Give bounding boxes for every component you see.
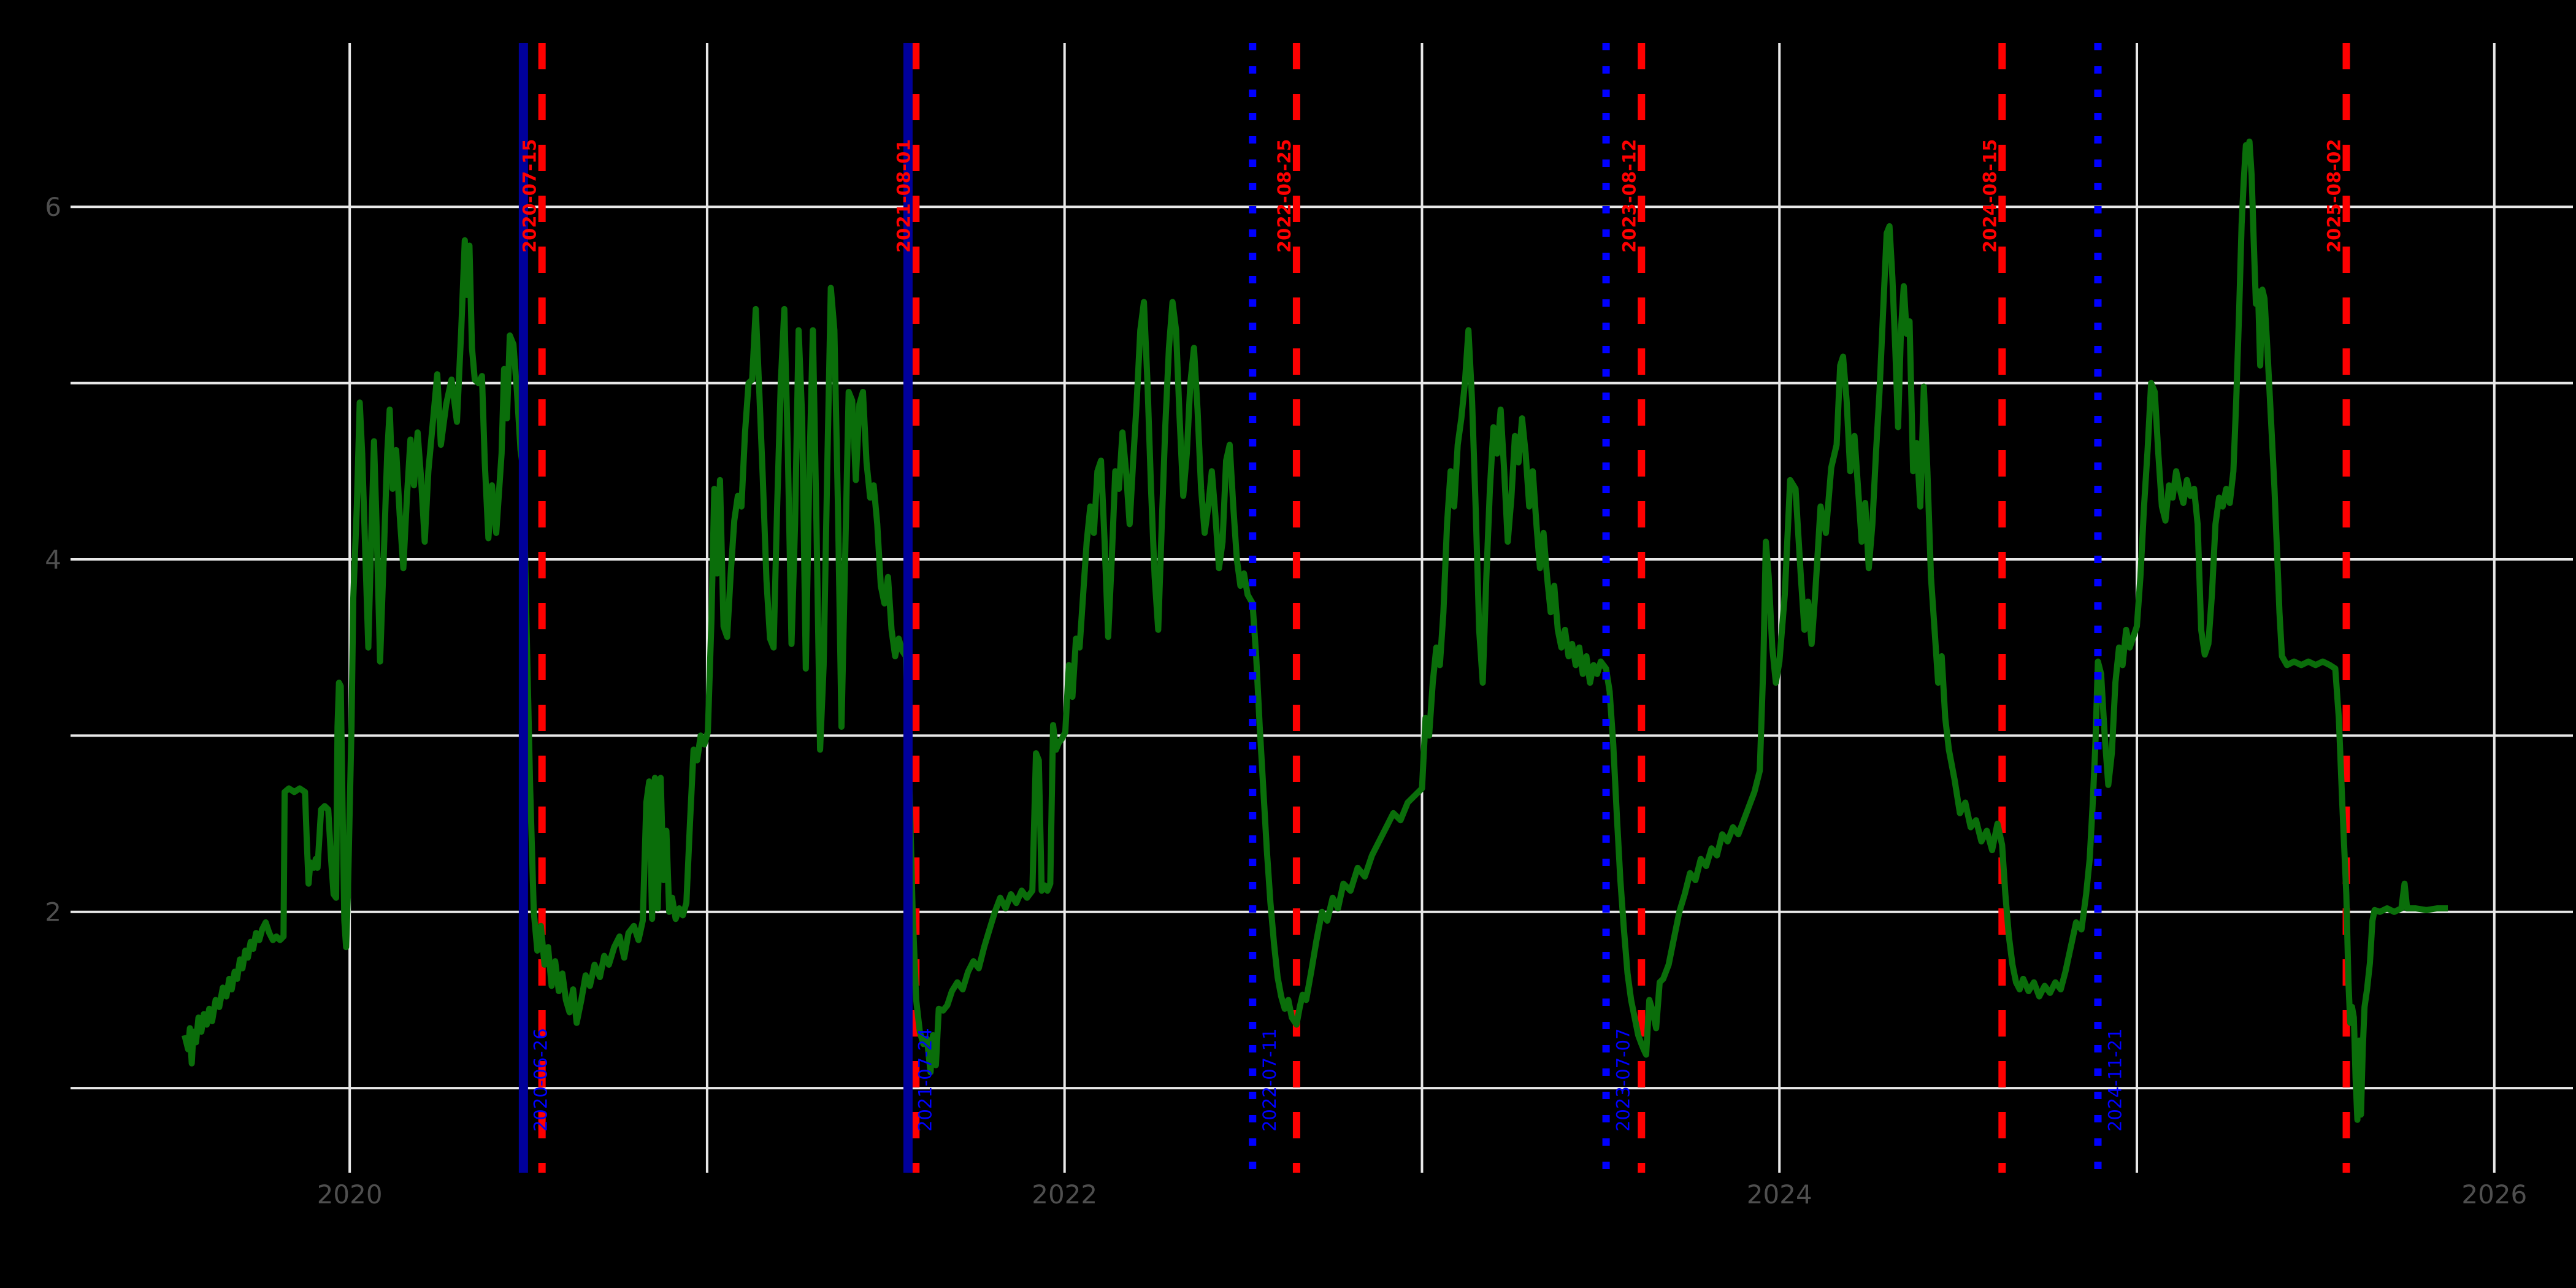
event-label-blue-2020-06-26: 2020-06-26: [530, 1028, 551, 1132]
event-label-blue-2021-07-24: 2021-07-24: [914, 1028, 935, 1132]
y-tick-2: 2: [45, 897, 61, 927]
event-label-blue-2023-07-07: 2023-07-07: [1613, 1028, 1634, 1132]
event-label-red-2023-08-12: 2023-08-12: [1619, 139, 1639, 253]
event-label-red-2024-08-15: 2024-08-15: [1979, 139, 2000, 253]
y-tick-4: 4: [45, 545, 61, 575]
event-label-blue-2024-11-21: 2024-11-21: [2104, 1028, 2125, 1132]
event-label-red-2020-07-15: 2020-07-15: [519, 139, 540, 253]
event-label-blue-2022-07-11: 2022-07-11: [1259, 1028, 1280, 1132]
series-line-value: [182, 138, 2448, 1123]
x-tick-2020: 2020: [317, 1179, 383, 1209]
y-tick-6: 6: [45, 192, 61, 222]
event-label-red-2022-08-25: 2022-08-25: [1274, 139, 1295, 253]
x-tick-2026: 2026: [2461, 1179, 2527, 1209]
event-label-red-2025-08-02: 2025-08-02: [2324, 139, 2345, 253]
x-tick-2024: 2024: [1747, 1179, 1812, 1209]
x-tick-2022: 2022: [1032, 1179, 1097, 1209]
event-label-red-2021-08-01: 2021-08-01: [893, 139, 914, 253]
